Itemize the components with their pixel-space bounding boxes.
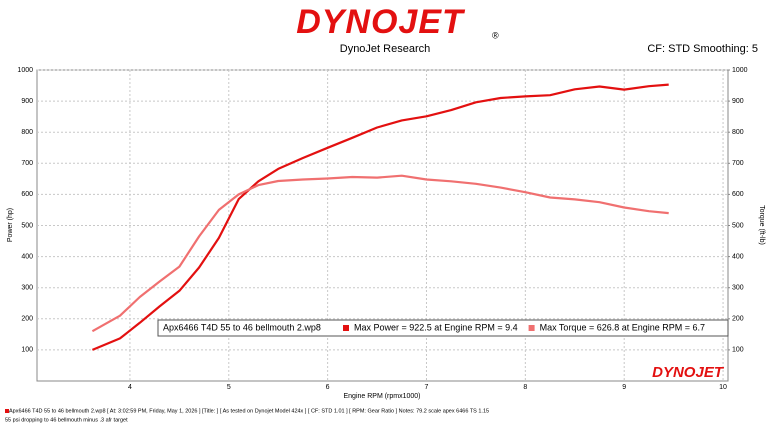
y-tick-label: 400 xyxy=(21,253,33,260)
series-line xyxy=(91,83,669,351)
y2-tick-label: 400 xyxy=(732,253,744,260)
y-tick-label: 700 xyxy=(21,160,33,167)
y2-tick-label: 1000 xyxy=(732,67,748,74)
legend-swatch xyxy=(343,325,349,331)
y-axis-label: Power (hp) xyxy=(7,208,14,242)
y-tick-label: 1000 xyxy=(17,67,33,74)
settings: CF: STD Smoothing: 5 xyxy=(647,43,758,55)
legend-box xyxy=(157,319,729,337)
y2-tick-label: 300 xyxy=(732,285,744,292)
y2-tick-label: 500 xyxy=(732,222,744,229)
y-tick-label: 100 xyxy=(21,347,33,354)
y2-tick-label: 700 xyxy=(732,160,744,167)
y-tick-label: 300 xyxy=(21,285,33,292)
y2-tick-label: 600 xyxy=(732,191,744,198)
y-tick-label: 600 xyxy=(21,191,33,198)
legend-title: Apx6466 T4D 55 to 46 bellmouth 2.wp8 xyxy=(163,322,321,332)
y-tick-label: 200 xyxy=(21,316,33,323)
x-axis-label: Engine RPM (rpmx1000) xyxy=(343,393,420,400)
y-tick-label: 500 xyxy=(21,222,33,229)
y2-tick-label: 800 xyxy=(732,129,744,136)
x-tick-label: 5 xyxy=(227,384,231,391)
y2-tick-label: 200 xyxy=(732,316,744,323)
x-tick-label: 7 xyxy=(425,384,429,391)
logo-mark: ® xyxy=(492,30,499,40)
x-tick-label: 6 xyxy=(326,384,330,391)
x-tick-label: 4 xyxy=(128,384,132,391)
x-tick-label: 8 xyxy=(523,384,527,391)
watermark: DYNOJET xyxy=(652,364,725,381)
x-tick-label: 10 xyxy=(719,384,727,391)
logo: DYNOJET xyxy=(296,3,466,41)
y2-tick-label: 100 xyxy=(732,347,744,354)
y-tick-label: 800 xyxy=(21,129,33,136)
y-tick-label: 900 xyxy=(21,98,33,105)
legend-swatch xyxy=(528,325,535,331)
footer-line: Apx6466 T4D 55 to 46 bellmouth 2.wp8 [ A… xyxy=(9,408,489,414)
legend-entry: Max Torque = 626.8 at Engine RPM = 6.7 xyxy=(540,322,705,332)
y2-tick-label: 900 xyxy=(732,98,744,105)
x-tick-label: 9 xyxy=(622,384,626,391)
footer-line: 55 psi dropping to 46 bellmouth minus .3… xyxy=(5,417,128,423)
legend-entry: Max Power = 922.5 at Engine RPM = 9.4 xyxy=(354,322,518,332)
company: DynoJet Research xyxy=(340,43,431,55)
footer-marker xyxy=(5,409,9,413)
y2-axis-label: Torque (ft-lb) xyxy=(758,205,765,245)
series-line xyxy=(91,174,669,333)
